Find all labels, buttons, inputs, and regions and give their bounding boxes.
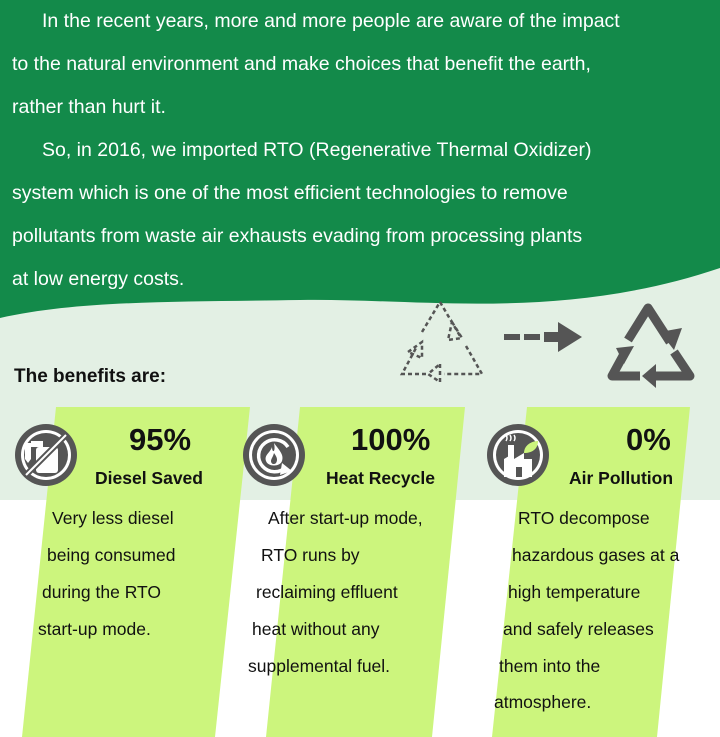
benefit-description-line: them into the: [499, 656, 601, 676]
benefit-description-line: After start-up mode,: [268, 508, 423, 528]
heat-recycle-icon: [243, 424, 305, 486]
no-fuel-icon: [15, 424, 77, 486]
benefit-label: Air Pollution: [569, 468, 674, 488]
benefit-description-line: reclaiming effluent: [256, 582, 398, 602]
intro-line: pollutants from waste air exhausts evadi…: [12, 225, 583, 247]
benefit-description-line: hazardous gases at a: [512, 545, 680, 565]
benefit-description-line: atmosphere.: [494, 692, 592, 712]
benefit-description-line: heat without any: [252, 619, 380, 639]
recycle-transform-illustration: [399, 299, 695, 388]
benefit-description-line: and safely releases: [503, 619, 654, 639]
benefit-description-line: Very less diesel: [52, 508, 174, 528]
benefit-label: Diesel Saved: [95, 468, 203, 488]
benefit-label: Heat Recycle: [326, 468, 435, 488]
benefit-percent: 100%: [351, 422, 431, 457]
intro-line: In the recent years, more and more peopl…: [42, 10, 620, 32]
intro-line: system which is one of the most efficien…: [12, 182, 568, 204]
benefit-panel-3: [492, 407, 690, 737]
benefit-description-line: RTO runs by: [261, 545, 360, 565]
benefit-percent: 95%: [129, 422, 192, 457]
benefit-description-line: high temperature: [508, 582, 641, 602]
recycle-icon: [607, 303, 695, 381]
intro-line: to the natural environment and make choi…: [12, 53, 591, 75]
intro-line: rather than hurt it.: [12, 96, 166, 118]
benefit-description-line: start-up mode.: [38, 619, 151, 639]
benefit-description-line: RTO decompose: [518, 508, 650, 528]
benefit-panel-1: [22, 407, 250, 737]
dashed-arrow-icon: [504, 322, 582, 352]
benefit-panel-2: [266, 407, 465, 737]
clean-factory-icon: [487, 424, 549, 486]
benefit-percent: 0%: [626, 422, 671, 457]
benefits-title: The benefits are:: [14, 366, 167, 387]
intro-paragraph: In the recent years, more and more peopl…: [12, 0, 712, 301]
dashed-recycle-icon: [399, 299, 485, 385]
intro-line: So, in 2016, we imported RTO (Regenerati…: [42, 139, 592, 161]
benefit-description-line: supplemental fuel.: [248, 656, 391, 676]
intro-line: at low energy costs.: [12, 268, 185, 290]
benefit-description-line: during the RTO: [42, 582, 162, 602]
benefit-description-line: being consumed: [47, 545, 176, 565]
green-header-wave: [0, 0, 720, 318]
